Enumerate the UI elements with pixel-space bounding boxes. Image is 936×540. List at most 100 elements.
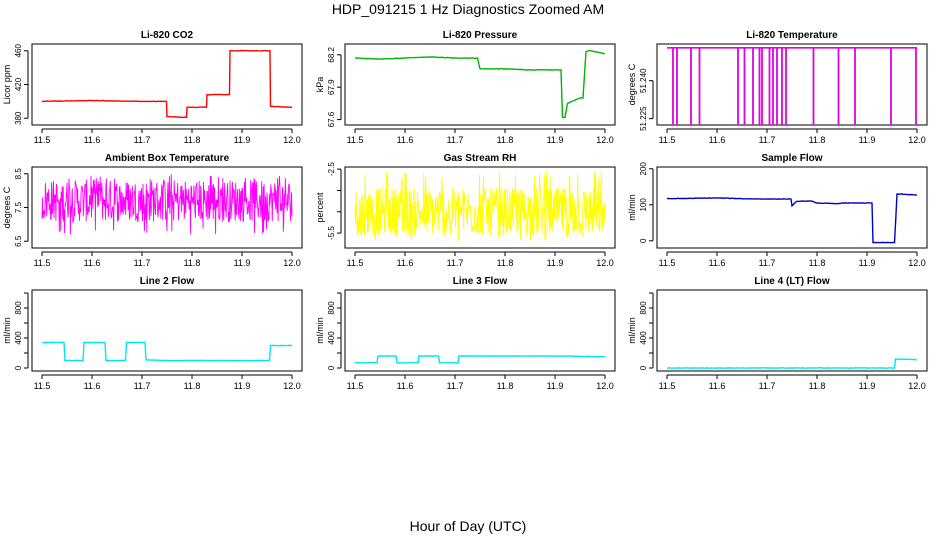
x-tick-label: 11.6 xyxy=(84,381,101,391)
x-tick-label: 11.8 xyxy=(809,258,826,268)
y-tick-label: 51.240 xyxy=(639,68,648,93)
y-axis-label: degrees C xyxy=(627,63,637,105)
x-tick-label: 11.9 xyxy=(859,381,876,391)
x-tick-label: 11.9 xyxy=(234,381,251,391)
x-tick-label: 11.8 xyxy=(809,381,826,391)
y-axis-label: ml/min xyxy=(627,194,637,221)
x-tick-label: 11.5 xyxy=(659,258,676,268)
x-tick-label: 11.7 xyxy=(134,381,151,391)
panel-1: Li-820 CO2 Licor ppm 11.5 11.6 11.7 11.8 11.9 1… xyxy=(2,30,303,145)
data-layer xyxy=(41,174,293,235)
y-tick-label: 8.5 xyxy=(14,168,23,180)
x-tick-label: 11.6 xyxy=(397,135,414,145)
y-tick-label: 68.2 xyxy=(327,46,336,62)
data-layer xyxy=(666,358,917,369)
x-tick-label: 11.7 xyxy=(759,381,776,391)
y-tick-label: 380 xyxy=(14,111,23,125)
panel-title: Li-820 Pressure xyxy=(443,30,518,41)
y-tick-label: 800 xyxy=(327,301,336,315)
y-axis-label: ml/min xyxy=(627,317,637,344)
x-tick-label: 12.0 xyxy=(283,135,301,145)
plot-frame xyxy=(656,43,928,126)
x-tick-label: 11.8 xyxy=(497,258,514,268)
x-tick-label: 11.7 xyxy=(447,381,464,391)
data-layer xyxy=(667,46,917,125)
y-tick-label: 0 xyxy=(327,365,336,370)
x-tick-label: 11.7 xyxy=(447,135,464,145)
x-tick-label: 11.9 xyxy=(547,135,564,145)
plot-frame xyxy=(344,289,616,372)
y-tick-label: 51.225 xyxy=(639,106,648,131)
panel-3: Li-820 Temperature degrees C 11.5 11.6 11.7 1… xyxy=(627,30,928,145)
x-tick-label: 11.7 xyxy=(759,258,776,268)
y-axis-label: kPa xyxy=(315,77,325,93)
x-tick-label: 11.9 xyxy=(547,258,564,268)
y-axis-label: ml/min xyxy=(2,317,12,344)
data-layer xyxy=(354,49,606,119)
y-tick-label: 800 xyxy=(14,301,23,315)
x-tick-label: 11.8 xyxy=(497,381,514,391)
panel-title: Ambient Box Temperature xyxy=(105,153,230,164)
y-tick-label: -2.5 xyxy=(327,162,336,176)
y-tick-label: 0 xyxy=(639,365,648,370)
x-tick-label: 11.6 xyxy=(709,135,726,145)
x-tick-label: 11.7 xyxy=(447,258,464,268)
x-tick-label: 11.8 xyxy=(184,135,201,145)
y-axis-label: Licor ppm xyxy=(2,65,12,105)
x-tick-label: 11.8 xyxy=(184,258,201,268)
x-tick-label: 11.8 xyxy=(184,381,201,391)
x-tick-label: 12.0 xyxy=(283,258,301,268)
x-tick-label: 11.5 xyxy=(34,381,51,391)
y-tick-label: 800 xyxy=(639,301,648,315)
x-tick-label: 11.9 xyxy=(859,258,876,268)
x-tick-label: 11.7 xyxy=(134,135,151,145)
panel-4: Ambient Box Temperature degrees C 11.5 11.6… xyxy=(2,153,303,268)
series-line-1 xyxy=(41,49,292,119)
panel-7: Line 2 Flow ml/min 11.5 11.6 11.7 11.8 11.9 12.… xyxy=(2,276,303,391)
x-tick-label: 11.6 xyxy=(709,381,726,391)
plot-frame xyxy=(31,289,303,372)
plot-frame xyxy=(656,289,928,372)
y-tick-label: 6.5 xyxy=(14,235,23,247)
y-tick-label: 460 xyxy=(14,44,23,58)
panel-title: Line 4 (LT) Flow xyxy=(754,276,830,287)
x-tick-label: 11.5 xyxy=(347,258,364,268)
plot-frame xyxy=(344,43,616,126)
series-line-1 xyxy=(354,171,606,242)
panel-title: Line 2 Flow xyxy=(140,276,195,287)
x-tick-label: 11.9 xyxy=(859,135,876,145)
x-tick-label: 11.8 xyxy=(809,135,826,145)
x-tick-label: 11.9 xyxy=(234,135,251,145)
y-tick-label: 0 xyxy=(14,365,23,370)
data-layer xyxy=(41,49,292,119)
data-layer xyxy=(354,171,606,242)
panel-title: Li-820 Temperature xyxy=(746,30,838,41)
series-line-1 xyxy=(41,174,293,235)
x-tick-label: 11.9 xyxy=(234,258,251,268)
x-tick-label: 11.5 xyxy=(347,135,364,145)
data-layer xyxy=(41,341,293,362)
y-tick-label: 400 xyxy=(14,331,23,345)
series-line-1 xyxy=(354,49,606,119)
x-tick-label: 11.7 xyxy=(759,135,776,145)
x-tick-label: 12.0 xyxy=(596,258,614,268)
x-tick-label: 12.0 xyxy=(596,381,614,391)
panel-2: Li-820 Pressure kPa 11.5 11.6 11.7 11.8 11.9 12… xyxy=(315,30,616,145)
panel-9: Line 4 (LT) Flow ml/min 11.5 11.6 11.7 11.8 11… xyxy=(627,276,928,391)
x-tick-label: 11.6 xyxy=(709,258,726,268)
data-layer xyxy=(666,193,918,244)
plot-frame xyxy=(656,166,928,249)
plot-frame xyxy=(31,43,303,126)
y-tick-label: 67.6 xyxy=(327,111,336,127)
x-tick-label: 11.5 xyxy=(659,381,676,391)
y-tick-label: 7.5 xyxy=(14,201,23,213)
y-tick-label: 420 xyxy=(14,77,23,91)
x-tick-label: 11.8 xyxy=(497,135,514,145)
x-tick-label: 11.5 xyxy=(347,381,364,391)
x-tick-label: 11.6 xyxy=(84,135,101,145)
panel-title: Sample Flow xyxy=(761,153,822,164)
series-line-1 xyxy=(41,341,293,362)
y-tick-label: 400 xyxy=(639,331,648,345)
page-title: HDP_091215 1 Hz Diagnostics Zoomed AM xyxy=(331,1,605,17)
